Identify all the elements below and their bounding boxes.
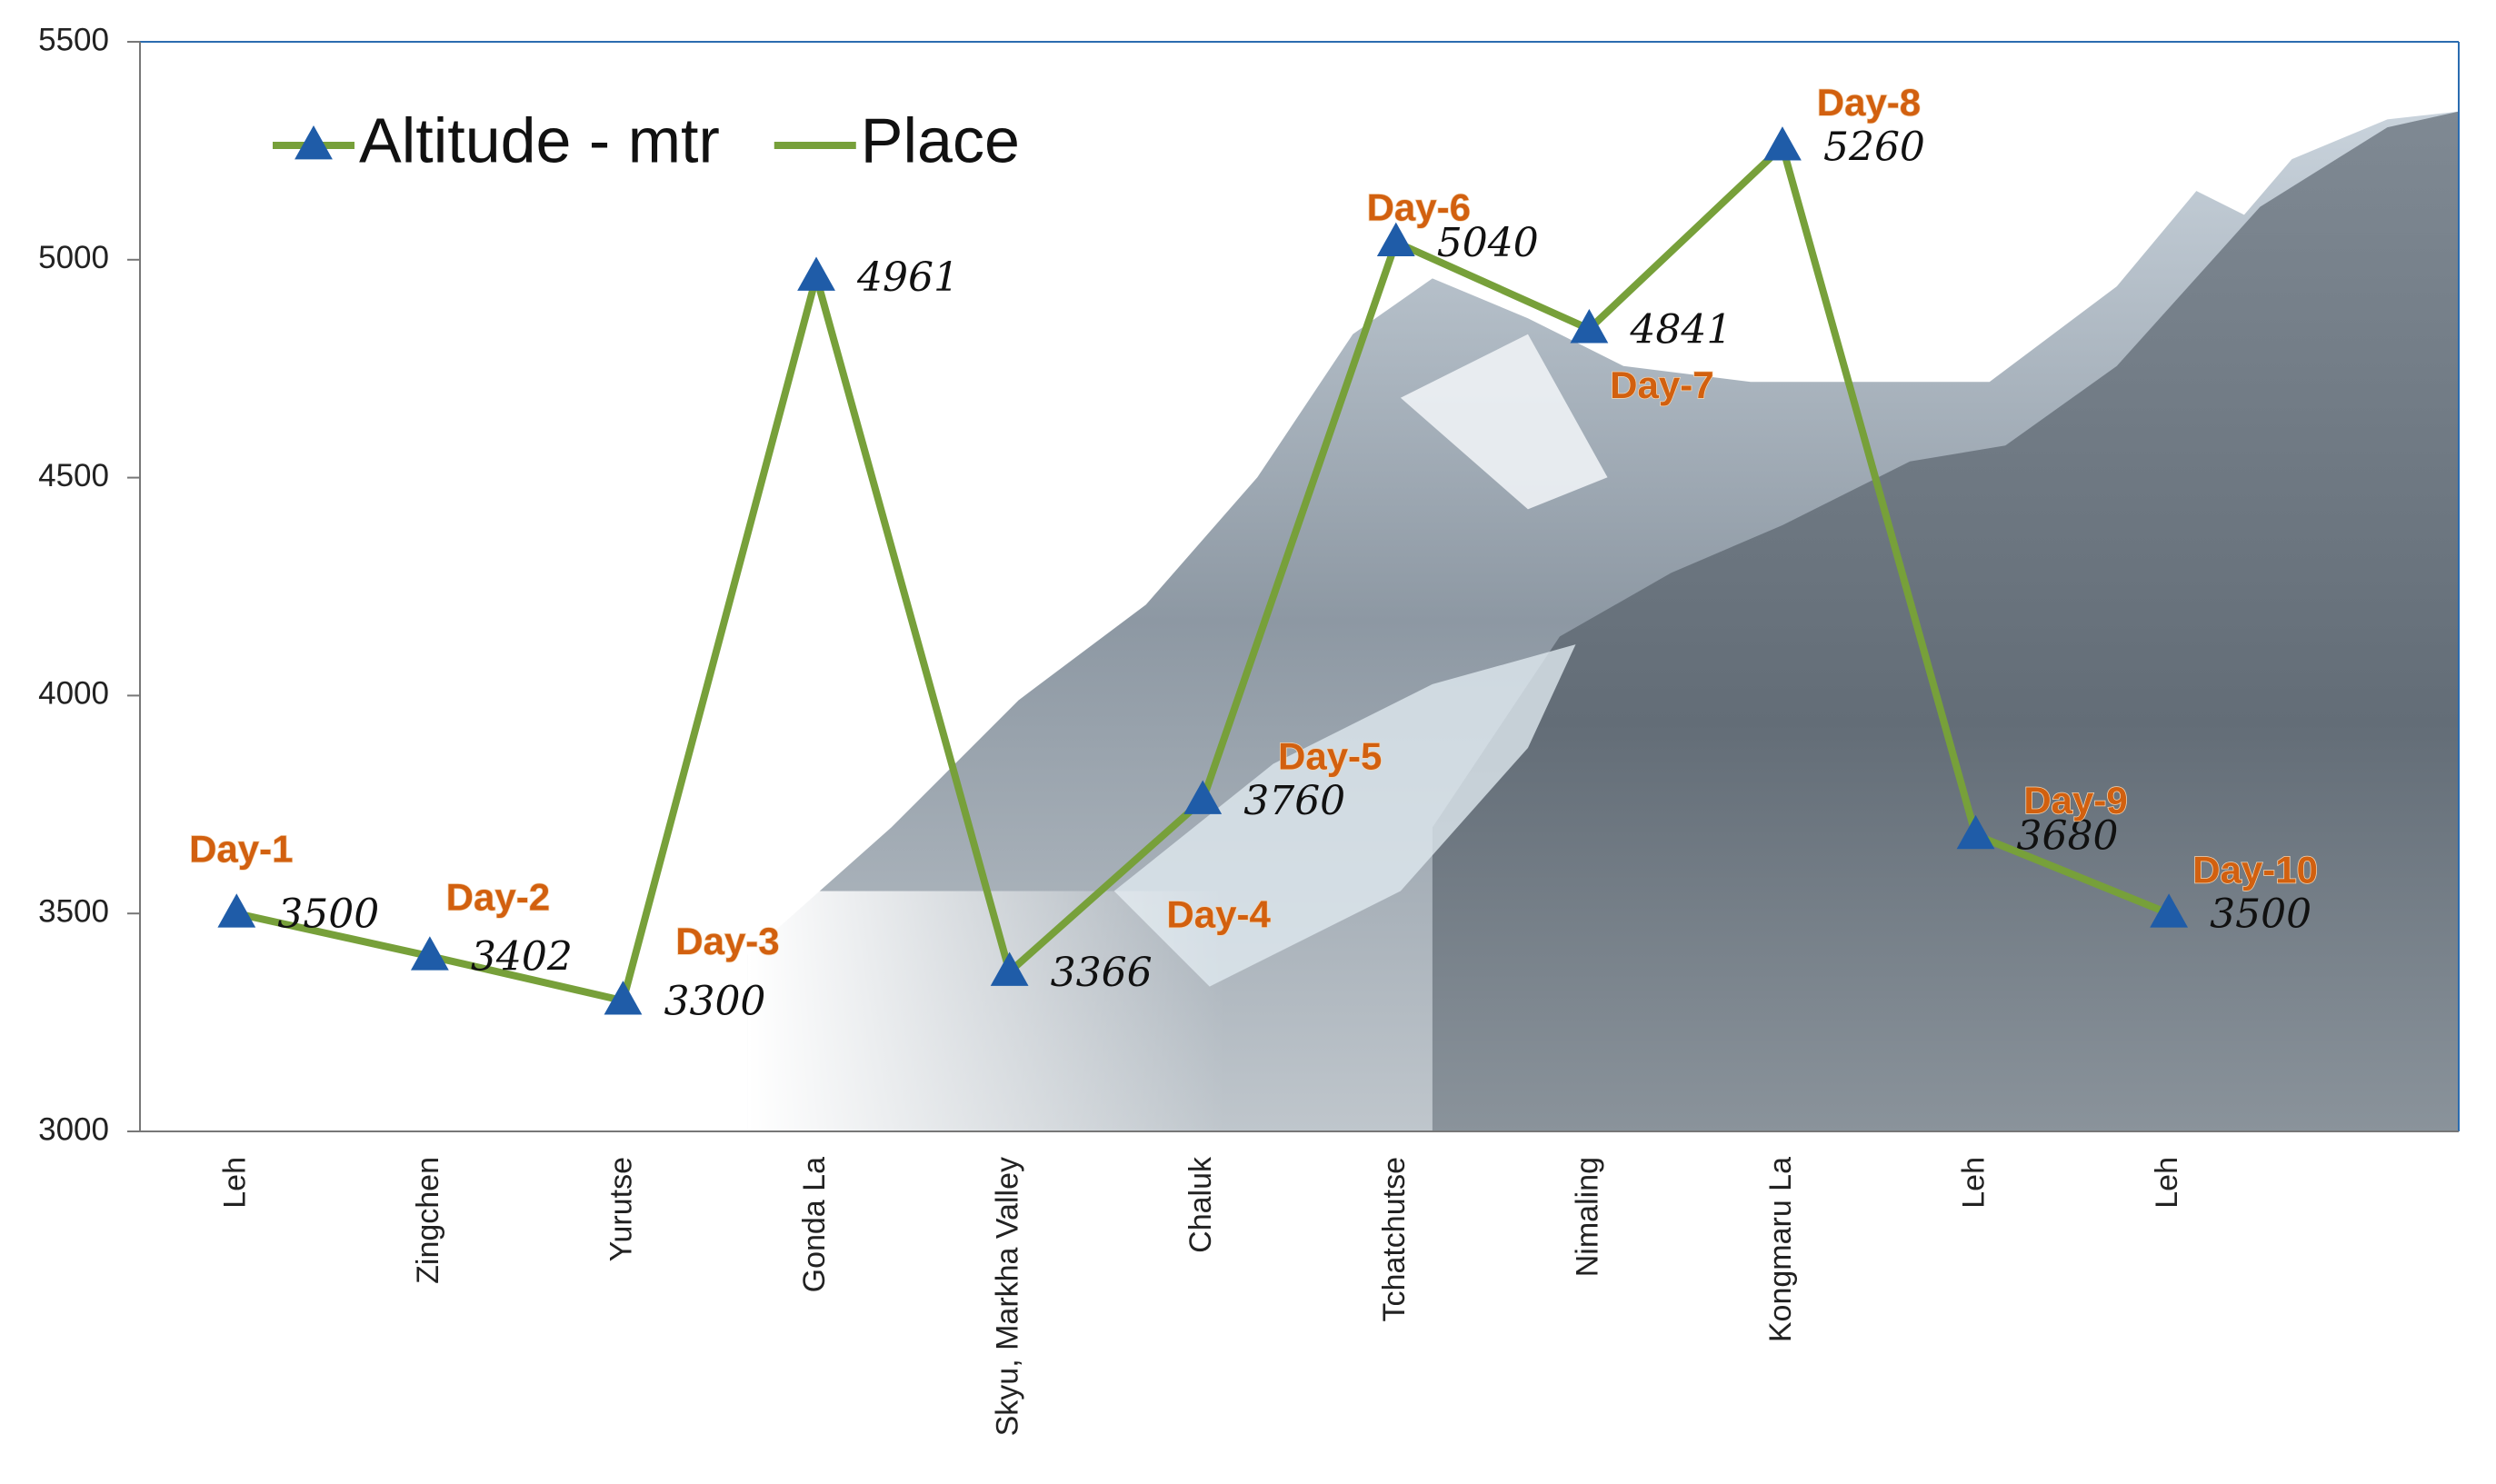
value-label: 3500 xyxy=(2210,891,2311,938)
point-marker xyxy=(1376,222,1415,257)
day-label: Day-1 xyxy=(189,827,293,870)
point-marker xyxy=(1956,814,1995,850)
x-tick-label: Kongmaru La xyxy=(1763,1157,1798,1342)
day-label: Day-6 xyxy=(1367,186,1471,229)
x-tick-label: Skyu, Markha Valley xyxy=(991,1157,1025,1436)
day-label: Day-2 xyxy=(446,875,550,918)
point-marker xyxy=(2150,893,2189,928)
x-tick-label: Leh xyxy=(2150,1157,2184,1209)
x-tick-label: Leh xyxy=(1957,1157,1992,1209)
x-tick-label: Leh xyxy=(217,1157,252,1209)
point-marker xyxy=(604,981,643,1015)
point-marker xyxy=(990,951,1029,986)
day-label: Day-10 xyxy=(2192,848,2318,891)
x-tick-label: Zingchen xyxy=(411,1157,445,1284)
x-tick-label: Yurutse xyxy=(604,1157,638,1261)
value-label: 3500 xyxy=(277,891,379,938)
value-label: 3760 xyxy=(1243,778,1345,824)
point-marker xyxy=(410,936,449,971)
x-tick-label: Nimaling xyxy=(1570,1157,1604,1277)
value-label: 4961 xyxy=(856,254,959,301)
value-label: 3366 xyxy=(1051,950,1153,996)
day-label: Day-7 xyxy=(1610,364,1713,406)
day-label: Day-4 xyxy=(1166,893,1271,936)
y-tick-label: 5500 xyxy=(38,22,109,57)
point-marker xyxy=(1763,126,1802,161)
day-label: Day-3 xyxy=(675,920,779,962)
background-mountains xyxy=(747,111,2460,1131)
y-tick-label: 4500 xyxy=(38,458,109,493)
y-tick-label: 3000 xyxy=(38,1111,109,1147)
day-label: Day-9 xyxy=(2023,779,2127,822)
value-label: 4841 xyxy=(1629,307,1732,354)
value-label: 5260 xyxy=(1823,124,1925,171)
point-marker xyxy=(1183,780,1223,814)
legend-marker xyxy=(295,125,333,160)
value-label: 3402 xyxy=(471,934,573,981)
y-tick-label: 4000 xyxy=(38,676,109,712)
y-tick-label: 3500 xyxy=(38,893,109,929)
point-marker xyxy=(797,256,835,291)
point-marker xyxy=(1570,309,1609,344)
value-label: 3300 xyxy=(664,979,765,1025)
legend-label: Place xyxy=(861,105,1020,175)
x-tick-label: Tchatchutse xyxy=(1377,1157,1412,1321)
y-tick-label: 5000 xyxy=(38,240,109,275)
x-tick-label: Chaluk xyxy=(1183,1156,1218,1253)
legend-label: Altitude - mtr xyxy=(359,105,720,175)
point-marker xyxy=(217,893,256,928)
x-tick-label: Gonda La xyxy=(797,1157,832,1292)
value-label: 5040 xyxy=(1437,220,1539,266)
day-label: Day-5 xyxy=(1278,735,1382,778)
day-label: Day-8 xyxy=(1817,81,1921,124)
value-label: 3680 xyxy=(2017,812,2119,859)
